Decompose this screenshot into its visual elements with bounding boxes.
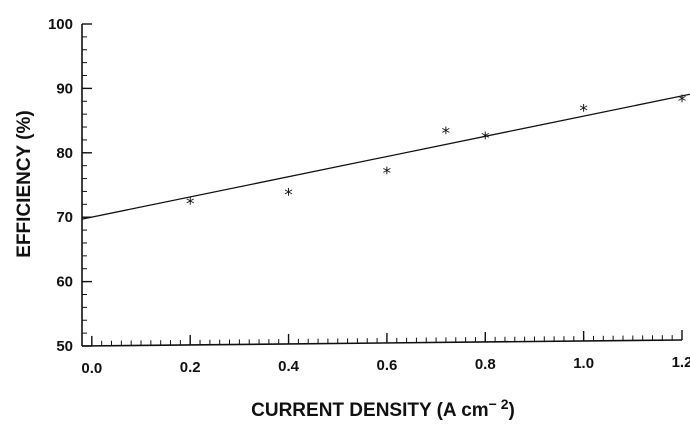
x-tick-label: 1.0	[573, 355, 594, 372]
y-tick-label: 70	[56, 209, 73, 226]
x-axis-title-close: )	[509, 400, 515, 421]
x-tick-label: 0.8	[475, 356, 496, 373]
y-tick-label: 100	[48, 16, 73, 33]
data-point: *	[678, 92, 687, 112]
axes	[81, 24, 683, 347]
x-axis-title-exponent: − 2	[489, 396, 509, 412]
x-tick-label: 0.2	[180, 359, 201, 376]
y-tick-label: 90	[56, 80, 73, 97]
x-axis-title: CURRENT DENSITY (A cm− 2)	[251, 396, 515, 421]
x-tick-label: 0.4	[278, 358, 300, 375]
y-tick-label: 60	[56, 274, 73, 291]
x-ticks: 0.0 0.2 0.4 0.6 0.8 1.0 1.2	[81, 330, 690, 377]
data-point: *	[442, 124, 451, 144]
fit-line	[81, 93, 690, 220]
data-point: *	[186, 194, 195, 214]
x-axis-title-main: CURRENT DENSITY (A cm	[251, 400, 489, 421]
data-point: *	[383, 164, 392, 184]
data-point: *	[284, 186, 293, 206]
series-layer: * * * * * * *	[81, 92, 690, 220]
x-tick-label: 0.0	[81, 360, 102, 377]
x-axis-line	[81, 339, 683, 347]
x-tick-label: 1.2	[672, 354, 690, 371]
data-point: *	[481, 129, 490, 149]
y-tick-label: 50	[56, 338, 73, 355]
y-ticks: 50 60 70 80 90 100	[48, 16, 92, 355]
y-tick-label: 80	[56, 145, 73, 162]
x-tick-label: 0.6	[376, 357, 397, 374]
y-axis-title: EFFICIENCY (%)	[14, 110, 35, 257]
data-point: *	[579, 101, 588, 121]
